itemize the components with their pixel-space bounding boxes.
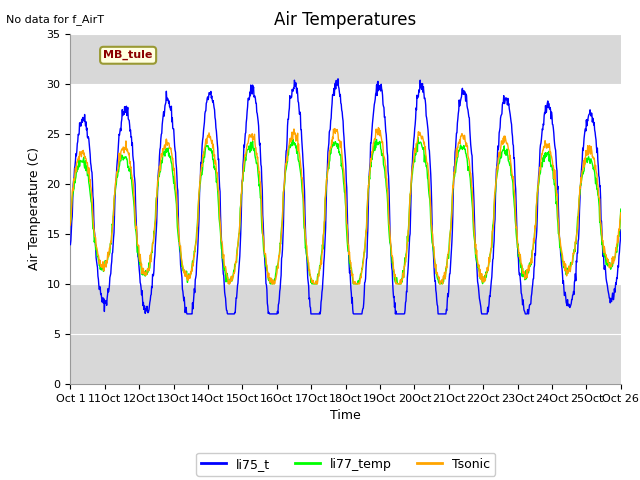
- Text: MB_tule: MB_tule: [104, 50, 153, 60]
- Text: No data for f_AirT: No data for f_AirT: [6, 14, 104, 25]
- Y-axis label: Air Temperature (C): Air Temperature (C): [28, 147, 41, 270]
- X-axis label: Time: Time: [330, 409, 361, 422]
- Legend: li75_t, li77_temp, Tsonic: li75_t, li77_temp, Tsonic: [196, 453, 495, 476]
- Bar: [70, 34, 621, 84]
- Bar: [70, 284, 621, 384]
- Bar: [70, 84, 621, 284]
- Title: Air Temperatures: Air Temperatures: [275, 11, 417, 29]
